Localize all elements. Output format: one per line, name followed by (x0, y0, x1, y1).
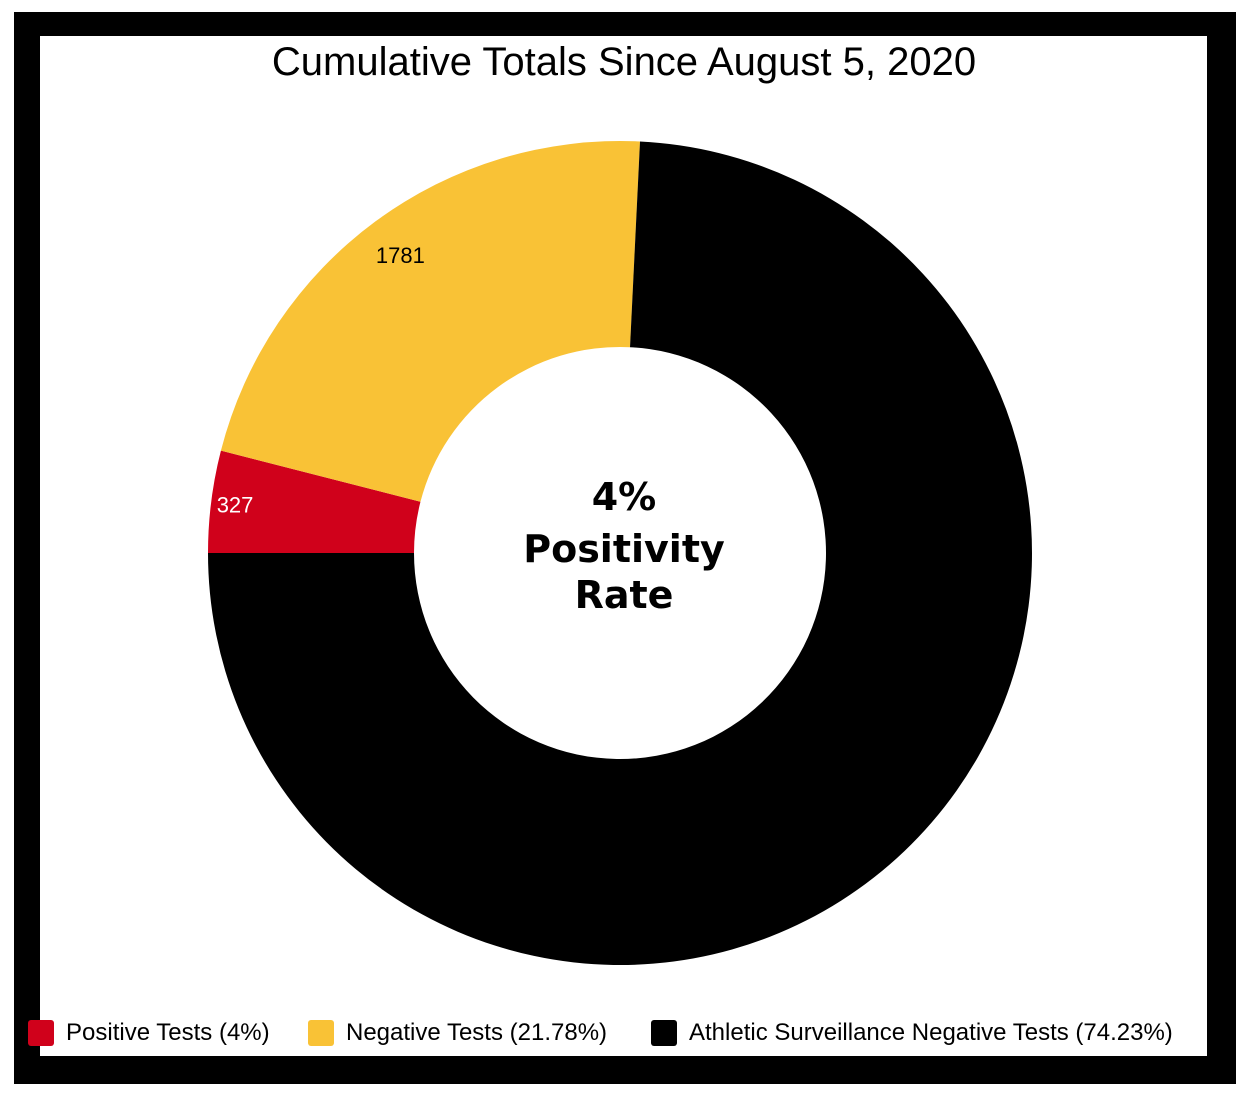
center-line-2: Positivity (523, 527, 725, 571)
legend-item-negative: Negative Tests (21.78%) (308, 1019, 607, 1047)
slice-label-athletic: 6071 (961, 791, 1010, 816)
legend-item-positive: Positive Tests (4%) (28, 1019, 270, 1047)
donut-slice-athletic (208, 141, 1032, 966)
legend-swatch-positive (28, 1020, 54, 1046)
donut-slices (208, 141, 1032, 966)
center-line-1: 4% (592, 475, 657, 519)
donut-slice-negative (220, 141, 641, 502)
slice-label-negative: 1781 (376, 243, 425, 268)
donut-slice-positive (208, 450, 421, 553)
center-label: 4% Positivity Rate (523, 475, 725, 617)
chart-legend: Positive Tests (4%) Negative Tests (21.7… (0, 1012, 1248, 1056)
legend-label-negative: Negative Tests (21.78%) (346, 1019, 608, 1046)
slice-label-positive: 327 (217, 492, 254, 517)
legend-item-athletic: Athletic Surveillance Negative Tests (74… (651, 1019, 1173, 1047)
legend-label-positive: Positive Tests (4%) (66, 1019, 270, 1046)
slice-value-labels: 327 1781 6071 (217, 243, 1010, 816)
legend-label-athletic: Athletic Surveillance Negative Tests (74… (689, 1019, 1173, 1046)
legend-swatch-negative (308, 1020, 334, 1046)
chart-title: Cumulative Totals Since August 5, 2020 (271, 40, 977, 84)
center-line-3: Rate (575, 573, 674, 617)
legend-swatch-athletic (651, 1020, 677, 1046)
